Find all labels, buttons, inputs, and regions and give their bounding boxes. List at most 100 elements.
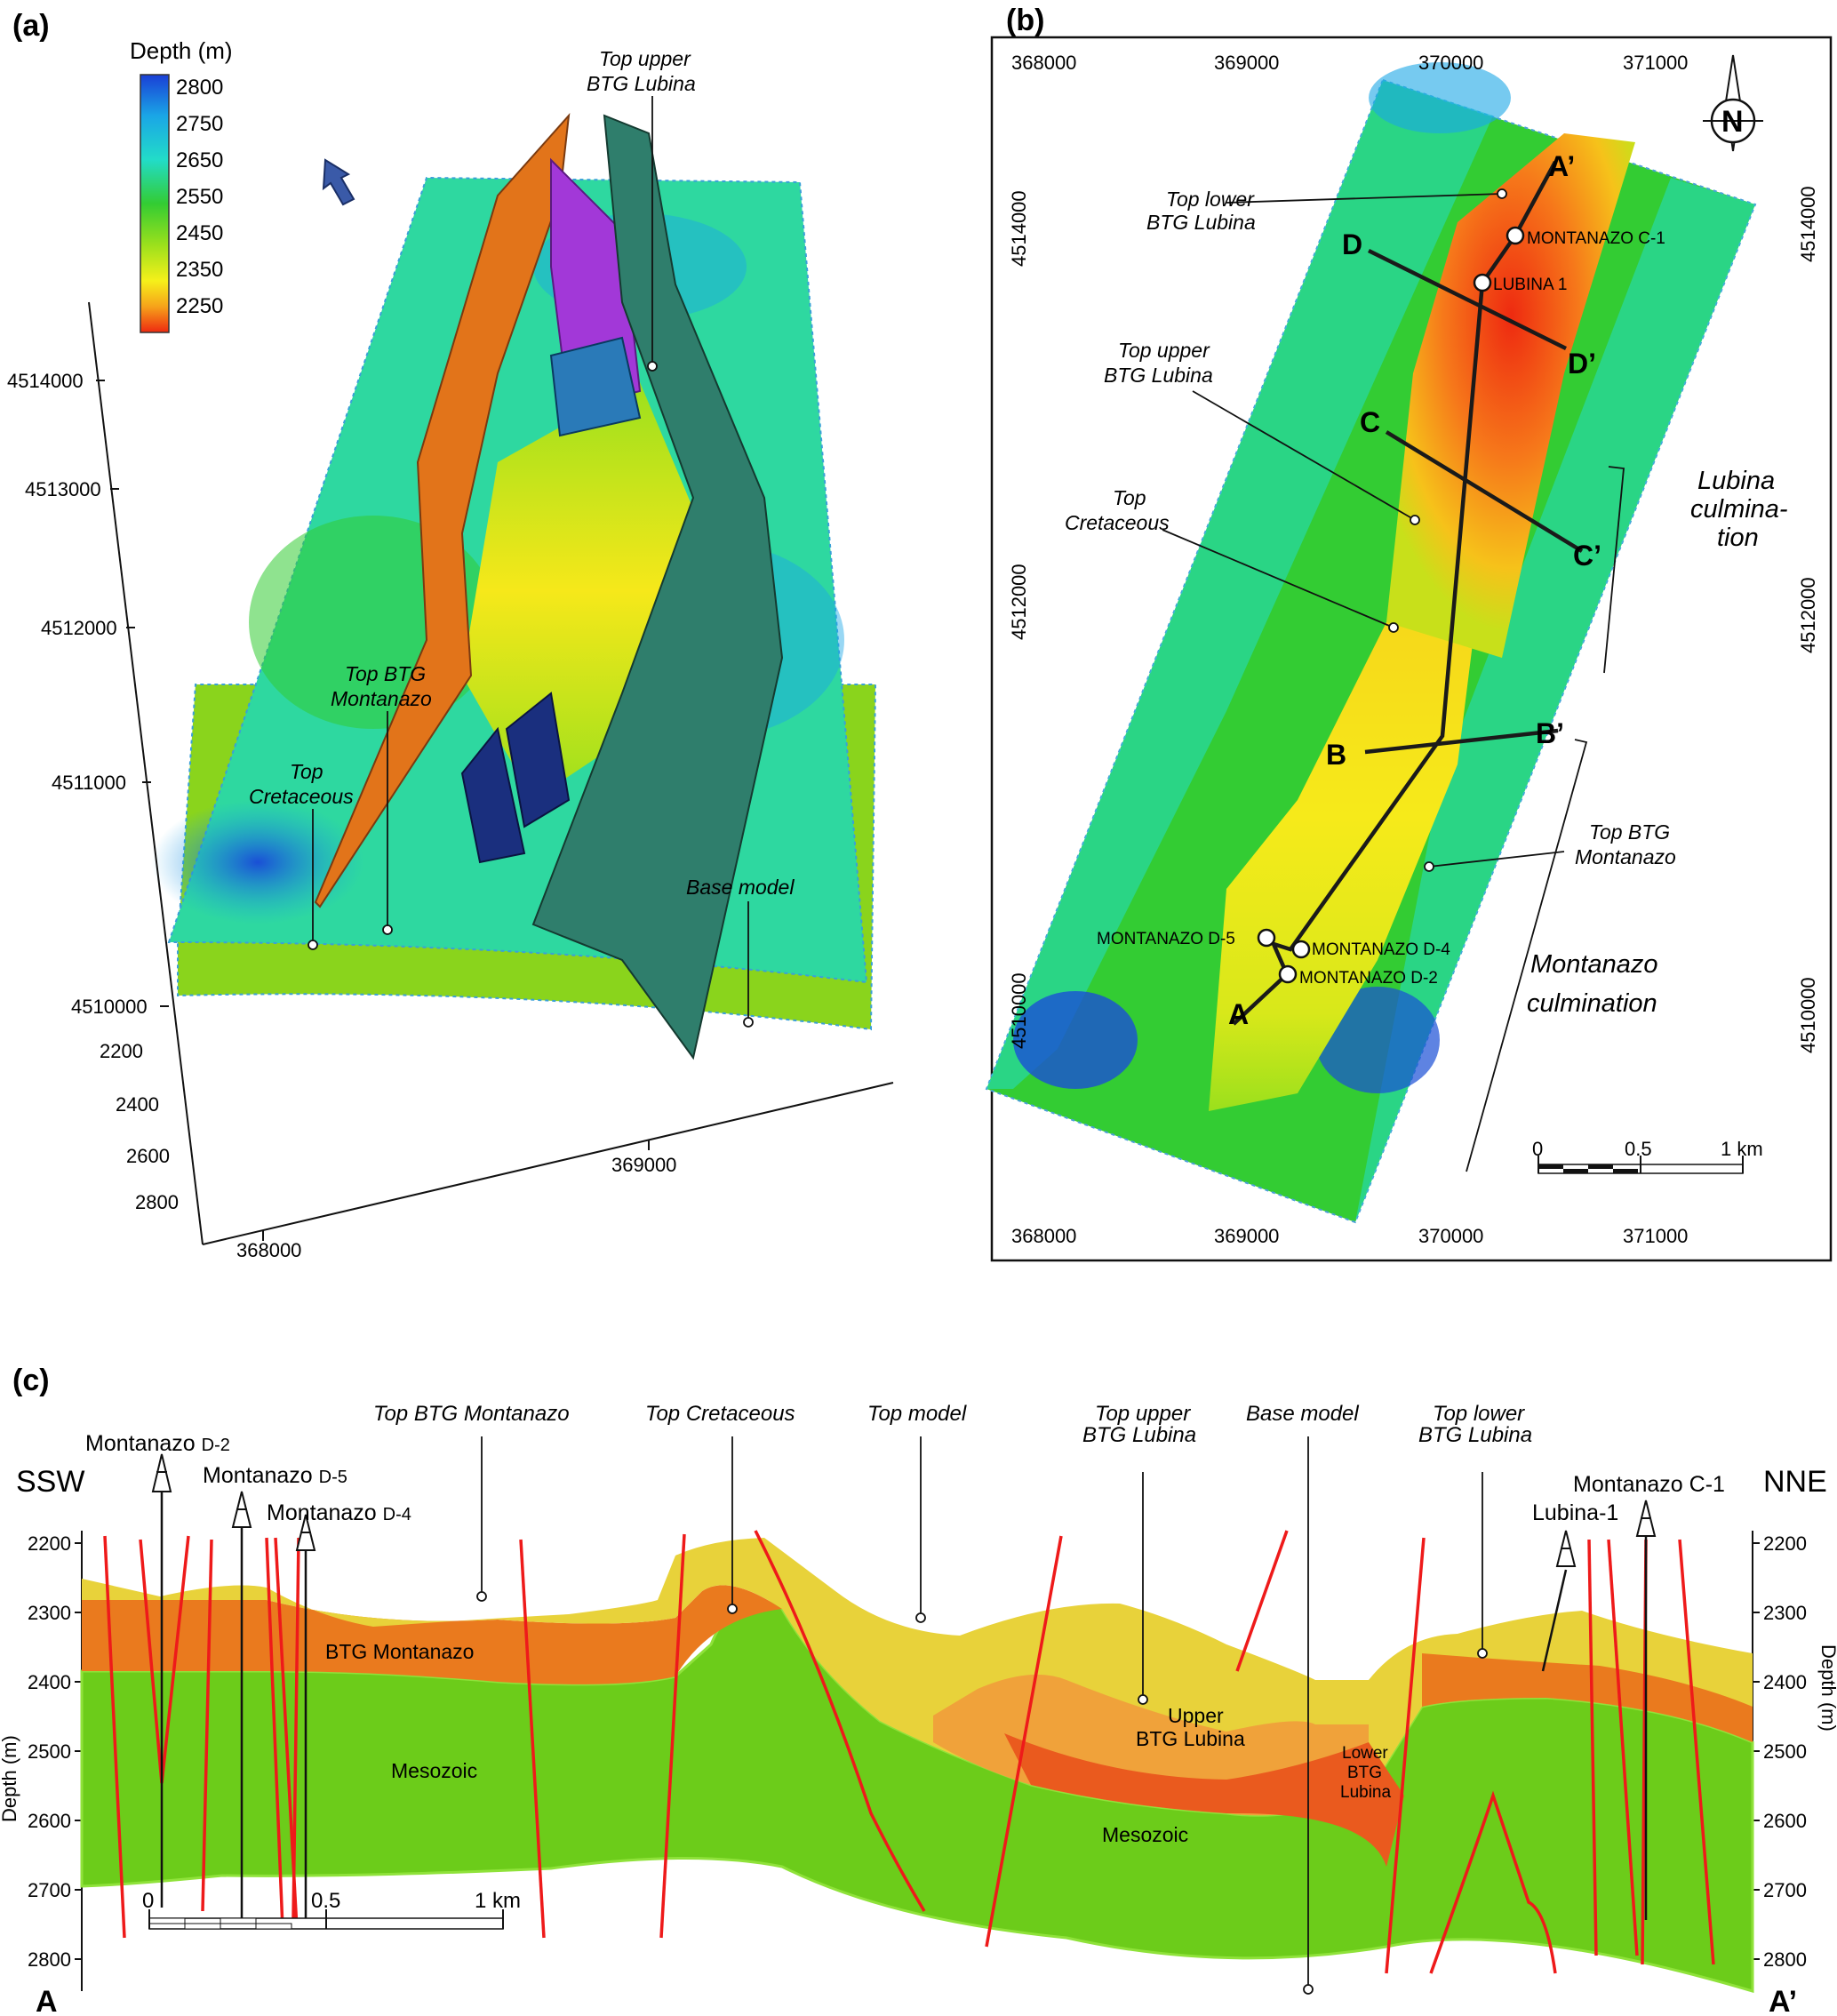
label-top-upper-lubina: Top upper xyxy=(1118,339,1210,362)
northing-ticks-left: 4514000 4512000 4510000 xyxy=(1008,190,1030,1049)
depth-ticks-left: 2200 2300 2400 2500 2600 2700 2800 xyxy=(28,1532,71,1971)
derrick-icon xyxy=(151,1453,172,1492)
legend-tick: 2250 xyxy=(176,294,223,318)
northing-tick: 4512000 xyxy=(1797,577,1819,653)
section-point: D xyxy=(1342,228,1362,260)
depth-tick: 2800 xyxy=(28,1948,71,1971)
easting-tick: 370000 xyxy=(1418,52,1483,74)
map-deep-blue xyxy=(1013,991,1138,1089)
well-montanazo-d2[interactable] xyxy=(1278,964,1298,984)
northing-tick: 4513000 xyxy=(25,478,101,500)
label-top-cretaceous: Top xyxy=(1113,486,1146,509)
well-label-d4: Montanazo D-4 xyxy=(267,1500,411,1525)
panel-c-cross-section: (c) 2200 2300 2400 2500 2600 2700 2800 2… xyxy=(0,1364,1837,2016)
well-label: MONTANAZO D-5 xyxy=(1097,930,1235,948)
section-line-b xyxy=(1364,728,1559,755)
northing-tick: 4514000 xyxy=(1008,190,1030,267)
panel-c: (c) 2200 2300 2400 2500 2600 2700 2800 2… xyxy=(0,1298,1837,2016)
easting-tick: 369000 xyxy=(611,1154,676,1176)
label-top-btg-montanazo: Top BTG xyxy=(345,662,426,685)
section-end-a-prime: A’ xyxy=(1769,1985,1797,2012)
label-top-lower-lubina: BTG Lubina xyxy=(1418,1423,1532,1447)
northing-ticks: 4514000 4513000 4512000 4511000 4510000 xyxy=(7,370,169,1018)
well-montanazo-c1[interactable] xyxy=(1506,226,1525,245)
unit-mesozoic-right: Mesozoic xyxy=(1102,1823,1188,1846)
label-top-lower-lubina: Top lower xyxy=(1166,188,1255,211)
north-letter: N xyxy=(1721,105,1744,139)
depth-tick: 2600 xyxy=(1763,1810,1807,1832)
derrick-icon xyxy=(295,1514,316,1551)
blue-low-zone xyxy=(151,800,364,924)
unit-upper-btg-lubina: Upper xyxy=(1168,1704,1224,1727)
depth-tick: 2300 xyxy=(1763,1602,1807,1624)
label-top-cretaceous: Cretaceous xyxy=(249,785,354,808)
section-end-a: A xyxy=(36,1985,58,2012)
direction-ssw: SSW xyxy=(16,1465,84,1499)
depth-tick: 2600 xyxy=(126,1145,170,1167)
layer-lower-btg-lubina xyxy=(1004,1733,1404,1867)
easting-tick: 368000 xyxy=(1011,52,1076,74)
depth-tick: 2800 xyxy=(135,1191,179,1213)
depth-tick: 2200 xyxy=(100,1040,143,1062)
legend-tick: 2750 xyxy=(176,112,223,136)
northing-tick: 4514000 xyxy=(7,370,84,392)
scale-label: 0 xyxy=(142,1889,154,1913)
unit-btg-montanazo: BTG Montanazo xyxy=(325,1640,474,1663)
section-point: B’ xyxy=(1536,717,1564,749)
panel-b: (b) MONTANAZO C-1 LUBINA 1 MONTANAZO D-5… xyxy=(960,0,1837,1298)
depth-tick: 2800 xyxy=(1763,1948,1807,1971)
label-base-model: Base model xyxy=(1246,1402,1359,1426)
easting-tick: 371000 xyxy=(1623,1225,1688,1247)
label-top-btg-montanazo: Montanazo xyxy=(331,687,432,710)
depth-tick: 2200 xyxy=(28,1532,71,1555)
depth-axis-label-left: Depth (m) xyxy=(0,1735,20,1822)
well-label: LUBINA 1 xyxy=(1493,276,1567,294)
direction-nne: NNE xyxy=(1763,1465,1827,1499)
depth-tick: 2500 xyxy=(1763,1740,1807,1763)
label-top-upper-lubina: BTG Lubina xyxy=(1082,1423,1196,1447)
northing-tick: 4512000 xyxy=(41,617,117,639)
section-point: C’ xyxy=(1573,540,1601,572)
legend-tick: 2550 xyxy=(176,185,223,209)
well-montanazo-d5[interactable] xyxy=(1257,928,1276,948)
depth-colorbar xyxy=(140,74,170,333)
well-label-d5: Montanazo D-5 xyxy=(203,1463,347,1488)
easting-tick: 368000 xyxy=(236,1239,301,1261)
depth-tick: 2500 xyxy=(28,1740,71,1763)
northing-tick: 4512000 xyxy=(1008,564,1030,640)
map-deep-blue xyxy=(1315,987,1440,1093)
panel-a-letter: (a) xyxy=(12,9,50,43)
lubina-culmination-area xyxy=(1386,133,1635,658)
panel-c-scale-bar: 0 0.5 1 km xyxy=(142,1889,521,1930)
northing-tick: 4510000 xyxy=(1008,972,1030,1049)
unit-mesozoic-left: Mesozoic xyxy=(391,1759,477,1782)
well-label: MONTANAZO C-1 xyxy=(1527,229,1665,248)
label-lubina-culmination: tion xyxy=(1717,524,1759,552)
well-lubina-1[interactable] xyxy=(1473,273,1492,292)
easting-tick: 370000 xyxy=(1418,1225,1483,1247)
depth-tick: 2600 xyxy=(28,1810,71,1832)
montanazo-culmination-area xyxy=(1209,622,1475,1111)
depth-tick: 2400 xyxy=(116,1093,159,1116)
legend-ticks: 2800 2750 2650 2550 2450 2350 2250 xyxy=(176,76,223,318)
northing-tick: 4514000 xyxy=(1797,186,1819,262)
scale-label: 1 km xyxy=(475,1889,521,1913)
label-top-cretaceous: Top xyxy=(290,760,323,783)
fault-blue xyxy=(549,336,642,437)
label-lubina-culmination: culmina- xyxy=(1690,495,1788,524)
depth-tick: 2200 xyxy=(1763,1532,1807,1555)
label-top-btg-montanazo: Montanazo xyxy=(1575,845,1676,868)
well-label: MONTANAZO D-2 xyxy=(1299,969,1438,988)
fault-navy xyxy=(460,726,526,864)
depth-tick: 2700 xyxy=(28,1879,71,1901)
well-montanazo-d4[interactable] xyxy=(1291,940,1311,959)
legend-title: Depth (m) xyxy=(130,37,233,64)
label-top-upper-lubina: Top upper xyxy=(599,47,691,70)
easting-ticks-top: 368000 369000 370000 371000 xyxy=(1011,52,1688,74)
label-top-cretaceous: Top Cretaceous xyxy=(645,1402,795,1426)
section-point: B xyxy=(1326,739,1346,771)
scale-label: 0 xyxy=(1532,1138,1543,1160)
label-top-lower-lubina: Top lower xyxy=(1433,1402,1525,1426)
depth-tick: 2300 xyxy=(28,1602,71,1624)
label-montanazo-culmination: Montanazo xyxy=(1530,950,1658,979)
